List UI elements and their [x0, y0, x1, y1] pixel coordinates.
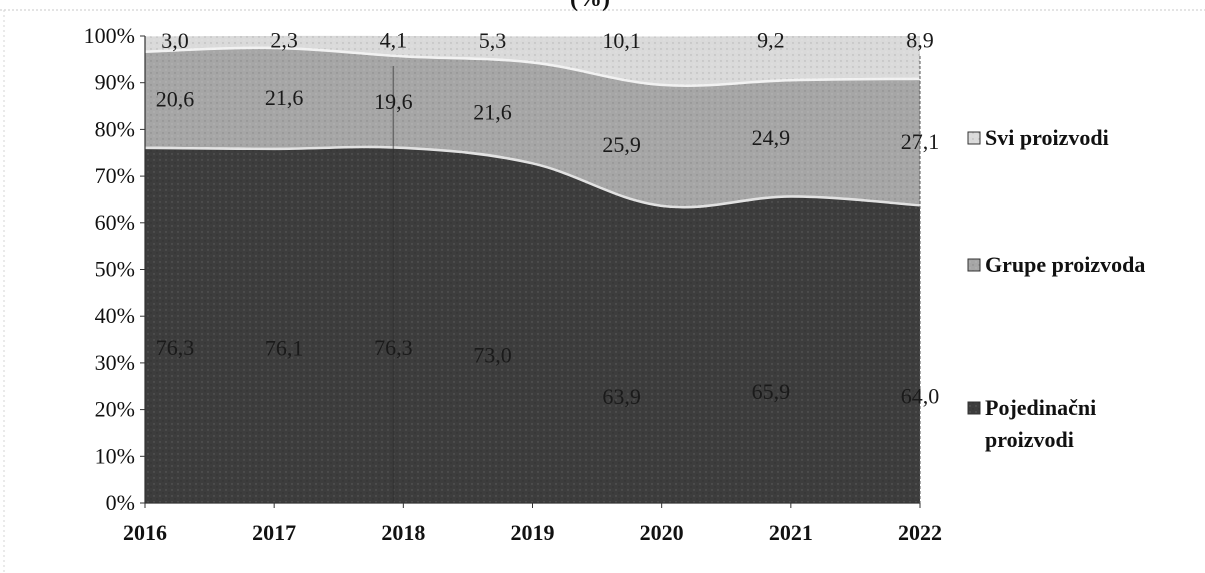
x-tick-label: 2018 — [381, 520, 425, 545]
y-tick-label: 50% — [95, 257, 135, 282]
y-tick-label: 30% — [95, 350, 135, 375]
y-tick-label: 20% — [95, 397, 135, 422]
data-label: 4,1 — [380, 27, 408, 52]
data-label: 10,1 — [602, 28, 641, 53]
y-tick-label: 60% — [95, 210, 135, 235]
data-label: 19,6 — [374, 89, 413, 114]
y-tick-label: 90% — [95, 70, 135, 95]
y-tick-label: 70% — [95, 163, 135, 188]
y-tick-label: 0% — [106, 490, 135, 515]
data-label: 27,1 — [901, 129, 940, 154]
data-label: 73,0 — [473, 343, 512, 368]
x-tick-label: 2021 — [769, 520, 813, 545]
data-label: 76,1 — [265, 335, 304, 360]
legend-swatch-texture-pojedina-ni-proizvodi — [968, 402, 980, 414]
data-label: 76,3 — [156, 335, 195, 360]
legend-label-pojedina-ni-proizvodi-line1: Pojedinačni — [985, 395, 1096, 420]
legend-label-svi-proizvodi: Svi proizvodi — [985, 125, 1109, 150]
y-tick-label: 100% — [84, 23, 135, 48]
x-tick-label: 2017 — [252, 520, 296, 545]
chart-title: (%) — [570, 0, 610, 12]
data-label: 65,9 — [752, 379, 791, 404]
area-texture-grupe-proizvoda — [145, 46, 920, 206]
data-label: 9,2 — [757, 27, 785, 52]
x-tick-label: 2019 — [511, 520, 555, 545]
data-label: 5,3 — [479, 28, 507, 53]
data-label: 21,6 — [473, 100, 512, 125]
x-tick-label: 2020 — [640, 520, 684, 545]
data-label: 64,0 — [901, 384, 940, 409]
y-tick-label: 80% — [95, 116, 135, 141]
y-tick-label: 40% — [95, 303, 135, 328]
data-label: 25,9 — [602, 132, 641, 157]
data-label: 24,9 — [752, 125, 791, 150]
data-label: 3,0 — [161, 28, 189, 53]
legend-swatch-texture-svi-proizvodi — [968, 132, 980, 144]
x-tick-label: 2016 — [123, 520, 167, 545]
x-tick-label: 2022 — [898, 520, 942, 545]
y-tick-label: 10% — [95, 443, 135, 468]
legend-swatch-texture-grupe-proizvoda — [968, 259, 980, 271]
area-texture-svi-proizvodi — [145, 35, 920, 85]
data-label: 21,6 — [265, 85, 304, 110]
data-label: 8,9 — [906, 27, 934, 52]
data-label: 20,6 — [156, 87, 195, 112]
data-label: 76,3 — [374, 335, 413, 360]
data-label: 63,9 — [602, 384, 641, 409]
legend-label-pojedina-ni-proizvodi-line2: proizvodi — [985, 427, 1074, 452]
legend-label-grupe-proizvoda: Grupe proizvoda — [985, 252, 1145, 277]
data-label: 2,3 — [270, 27, 298, 52]
area-texture-pojedina-ni-proizvodi — [145, 145, 920, 503]
